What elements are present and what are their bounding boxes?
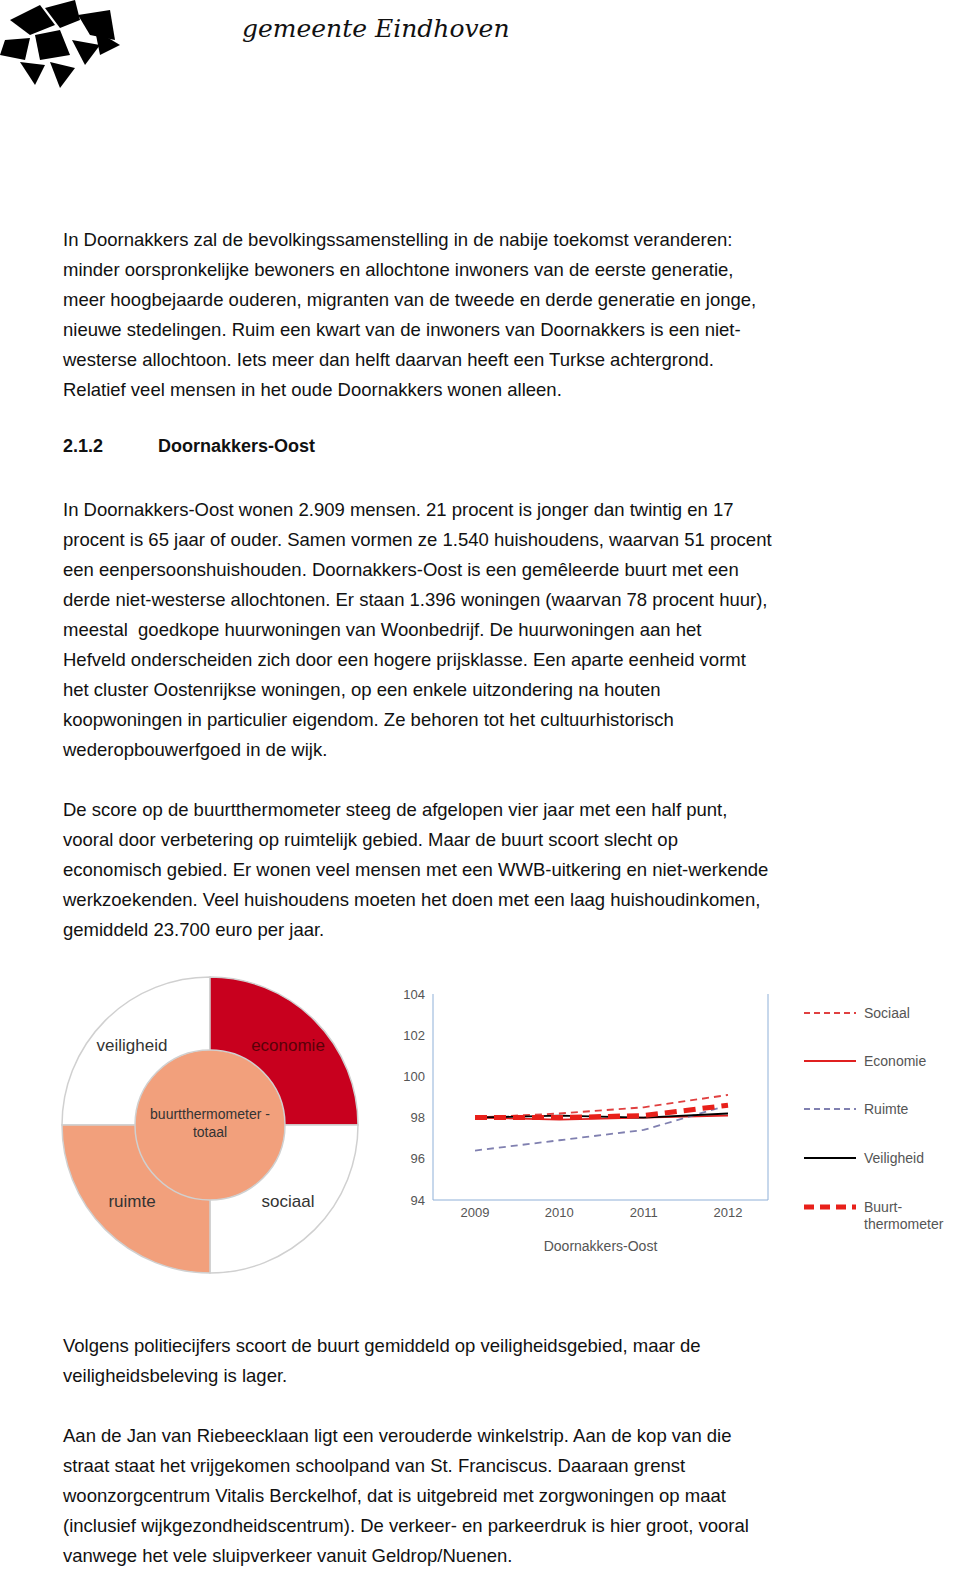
html-text:Buurt-thermometer: Buurt-thermometer — [864, 1199, 944, 1232]
html-text:Economie: Economie — [864, 1053, 927, 1069]
svg-text:100: 100 — [403, 1069, 425, 1084]
svg-text:ruimte: ruimte — [108, 1192, 155, 1211]
html-text:minder oorspronkelijke bewoner: minder oorspronkelijke bewoners en alloc… — [63, 259, 734, 280]
html-text:Relatief veel mensen in het ou: Relatief veel mensen in het oude Doornak… — [63, 379, 562, 400]
html-text:Doornakkers-Oost: Doornakkers-Oost — [158, 436, 315, 456]
svg-text:94: 94 — [411, 1193, 425, 1208]
html-text:Veiligheid: Veiligheid — [864, 1150, 924, 1166]
html-text:vooral door verbetering op rui: vooral door verbetering op ruimtelijk ge… — [63, 829, 678, 850]
html-text:gemeente Eindhoven: gemeente Eindhoven — [242, 14, 510, 43]
html-text:In Doornakkers zal de bevolkin: In Doornakkers zal de bevolkingssamenste… — [63, 229, 733, 250]
html-text:nieuwe stedelingen. Ruim een k: nieuwe stedelingen. Ruim een kwart van d… — [63, 319, 741, 340]
html-text:meer hoogbejaarde ouderen, mig: meer hoogbejaarde ouderen, migranten van… — [63, 289, 757, 310]
html-text:Sociaal: Sociaal — [864, 1005, 910, 1021]
svg-text:veiligheid: veiligheid — [97, 1036, 168, 1055]
svg-text:sociaal: sociaal — [262, 1192, 315, 1211]
html-text:economisch gebied. Er wonen ve: economisch gebied. Er wonen veel mensen … — [63, 859, 769, 880]
html-text:wederopbouwerfgoed in de wijk.: wederopbouwerfgoed in de wijk. — [63, 739, 328, 760]
html-text:procent is 65 jaar of ouder. S: procent is 65 jaar of ouder. Samen vorme… — [63, 529, 772, 550]
svg-text:buurtthermometer -: buurtthermometer - — [150, 1106, 270, 1122]
svg-text:2012: 2012 — [714, 1205, 743, 1220]
svg-text:102: 102 — [403, 1028, 425, 1043]
html-text:derde niet-westerse allochtone: derde niet-westerse allochtonen. Er staa… — [63, 589, 768, 610]
svg-text:2011: 2011 — [630, 1205, 658, 1220]
html-text:meestal goedkope huurwoningen: meestal goedkope huurwoningen van Woonbe… — [63, 619, 702, 640]
html-text:koopwoningen in particulier ei: koopwoningen in particulier eigendom. Ze… — [63, 709, 674, 730]
html-text:Aan de Jan van Riebeecklaan li: Aan de Jan van Riebeecklaan ligt een ver… — [63, 1425, 732, 1446]
html-text:gemiddeld 23.700 euro per jaar: gemiddeld 23.700 euro per jaar. — [63, 919, 325, 940]
html-text:Ruimte: Ruimte — [864, 1101, 909, 1117]
html-text:2.1.2: 2.1.2 — [63, 436, 103, 456]
svg-text:96: 96 — [411, 1151, 425, 1166]
html-text:het cluster Oostenrijkse wonin: het cluster Oostenrijkse woningen, op ee… — [63, 679, 661, 700]
html-text:vanwege het vele sluipverkeer: vanwege het vele sluipverkeer vanuit Gel… — [63, 1545, 513, 1566]
html-text:In Doornakkers-Oost wonen 2.90: In Doornakkers-Oost wonen 2.909 mensen. … — [63, 499, 734, 520]
svg-text:totaal: totaal — [193, 1124, 227, 1140]
svg-text:Doornakkers-Oost: Doornakkers-Oost — [544, 1238, 658, 1254]
svg-text:104: 104 — [403, 987, 425, 1002]
html-text:(inclusief wijkgezondheidscent: (inclusief wijkgezondheidscentrum). De v… — [63, 1515, 749, 1536]
html-text:Volgens politiecijfers scoort: Volgens politiecijfers scoort de buurt g… — [63, 1335, 701, 1356]
svg-text:98: 98 — [411, 1110, 425, 1125]
html-text:straat staat het vrijgekomen s: straat staat het vrijgekomen schoolpand … — [63, 1455, 686, 1476]
svg-text:2009: 2009 — [461, 1205, 490, 1220]
html-text:een eenpersoonshuishouden. Doo: een eenpersoonshuishouden. Doornakkers-O… — [63, 559, 739, 580]
html-text:werkzoekenden. Veel huishouden: werkzoekenden. Veel huishoudens moeten h… — [63, 889, 761, 910]
html-text:woonzorgcentrum Vitalis Bercke: woonzorgcentrum Vitalis Berckelhof, dat … — [63, 1485, 726, 1506]
svg-text:economie: economie — [251, 1036, 325, 1055]
html-text:westerse allochtoon. Iets meer: westerse allochtoon. Iets meer dan helft… — [63, 349, 714, 370]
html-text:De score op de buurtthermomete: De score op de buurtthermometer steeg de… — [63, 799, 728, 820]
html-text:veiligheidsbeleving is lager.: veiligheidsbeleving is lager. — [63, 1365, 288, 1386]
html-text:Hefveld onderscheiden zich doo: Hefveld onderscheiden zich door een hoge… — [63, 649, 746, 670]
svg-text:2010: 2010 — [545, 1205, 574, 1220]
